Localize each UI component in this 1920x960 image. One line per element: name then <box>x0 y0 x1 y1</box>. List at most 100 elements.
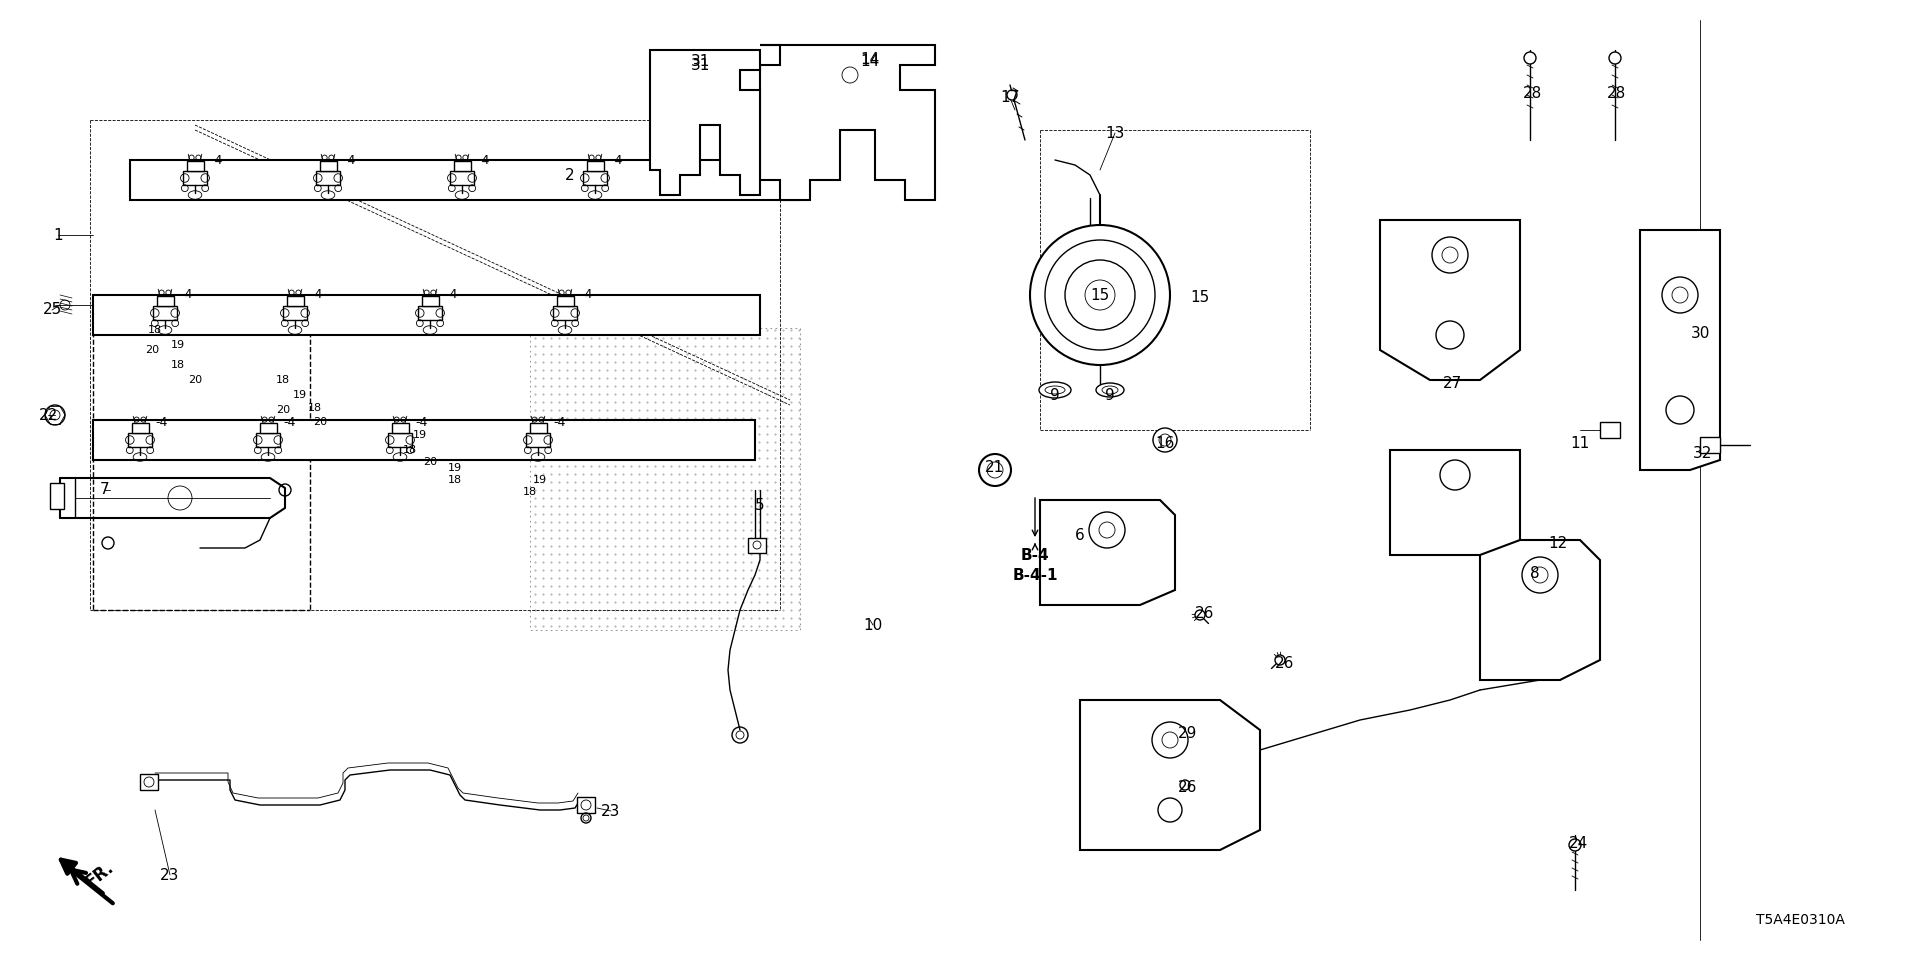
Text: 9: 9 <box>1106 388 1116 402</box>
Text: 14: 14 <box>860 53 879 67</box>
Text: 26: 26 <box>1275 656 1294 670</box>
Text: 5: 5 <box>755 497 764 513</box>
Text: 28: 28 <box>1607 85 1626 101</box>
Ellipse shape <box>1440 460 1471 490</box>
Ellipse shape <box>1432 237 1469 273</box>
Text: 18: 18 <box>403 445 417 455</box>
Text: 19: 19 <box>171 340 184 350</box>
Ellipse shape <box>1152 722 1188 758</box>
Bar <box>1599 422 1620 438</box>
Text: -4: -4 <box>611 154 624 166</box>
Polygon shape <box>1380 220 1521 380</box>
Text: 30: 30 <box>1690 325 1709 341</box>
Ellipse shape <box>1181 780 1190 790</box>
Ellipse shape <box>1029 225 1169 365</box>
Polygon shape <box>760 45 935 200</box>
Text: 15: 15 <box>1091 287 1110 302</box>
Text: -4: -4 <box>582 289 593 301</box>
Ellipse shape <box>1006 90 1018 100</box>
Text: 6: 6 <box>1075 527 1085 542</box>
Text: 31: 31 <box>691 55 710 69</box>
Ellipse shape <box>1569 839 1580 851</box>
Text: -4: -4 <box>311 289 323 301</box>
Text: 22: 22 <box>38 407 58 422</box>
Polygon shape <box>1480 540 1599 680</box>
Bar <box>157 296 173 306</box>
Text: 20: 20 <box>144 345 159 355</box>
Bar <box>319 161 336 171</box>
Bar <box>131 423 148 433</box>
Text: 8: 8 <box>1530 565 1540 581</box>
Text: 18: 18 <box>148 325 161 335</box>
Bar <box>50 483 63 509</box>
Polygon shape <box>1041 500 1175 605</box>
Polygon shape <box>651 50 760 195</box>
Bar <box>317 171 340 185</box>
Text: 32: 32 <box>1693 445 1713 461</box>
Text: -4: -4 <box>344 154 357 166</box>
Ellipse shape <box>843 67 858 83</box>
Ellipse shape <box>1039 382 1071 398</box>
Bar <box>186 161 204 171</box>
Polygon shape <box>1640 230 1720 470</box>
Text: 7: 7 <box>100 483 109 497</box>
Ellipse shape <box>1609 52 1620 64</box>
Bar <box>557 296 574 306</box>
Bar <box>129 433 152 446</box>
Text: 2: 2 <box>564 167 574 182</box>
Text: -4: -4 <box>478 154 490 166</box>
Bar <box>282 306 307 320</box>
Bar <box>453 161 470 171</box>
Polygon shape <box>1390 450 1521 555</box>
Ellipse shape <box>1089 512 1125 548</box>
Text: -4: -4 <box>284 416 296 428</box>
Bar <box>586 161 603 171</box>
Ellipse shape <box>1158 798 1183 822</box>
Text: 23: 23 <box>601 804 620 819</box>
Ellipse shape <box>1154 428 1177 452</box>
Text: 27: 27 <box>1444 375 1463 391</box>
Text: 18: 18 <box>447 475 463 485</box>
Ellipse shape <box>1096 383 1123 397</box>
Text: 18: 18 <box>522 487 538 497</box>
Ellipse shape <box>1667 396 1693 424</box>
Ellipse shape <box>1066 260 1135 330</box>
Text: 9: 9 <box>1050 388 1060 402</box>
Text: 28: 28 <box>1523 85 1542 101</box>
Text: 19: 19 <box>413 430 426 440</box>
Bar <box>526 433 549 446</box>
Bar <box>584 171 607 185</box>
Text: 18: 18 <box>171 360 184 370</box>
Text: 19: 19 <box>534 475 547 485</box>
Text: 20: 20 <box>422 457 438 467</box>
Text: 20: 20 <box>313 417 326 427</box>
Bar <box>388 433 413 446</box>
Text: 21: 21 <box>985 461 1004 475</box>
Text: -4: -4 <box>156 416 169 428</box>
Text: -4: -4 <box>417 416 428 428</box>
Text: 24: 24 <box>1569 835 1588 851</box>
Bar <box>419 306 442 320</box>
Text: 29: 29 <box>1179 726 1198 740</box>
Text: 11: 11 <box>1571 436 1590 450</box>
Bar <box>392 423 409 433</box>
Ellipse shape <box>1085 280 1116 310</box>
Ellipse shape <box>1194 610 1206 620</box>
Text: 25: 25 <box>42 302 61 318</box>
Text: FR.: FR. <box>83 858 117 892</box>
Text: 18: 18 <box>276 375 290 385</box>
Text: 23: 23 <box>159 868 180 882</box>
Text: 26: 26 <box>1196 606 1215 620</box>
Bar <box>154 306 177 320</box>
Polygon shape <box>1079 700 1260 850</box>
Text: -4: -4 <box>553 416 566 428</box>
Bar <box>286 296 303 306</box>
Text: 1: 1 <box>54 228 63 243</box>
Text: 13: 13 <box>1106 126 1125 140</box>
Polygon shape <box>92 420 755 460</box>
Text: 20: 20 <box>188 375 202 385</box>
Bar <box>422 296 438 306</box>
Text: 20: 20 <box>276 405 290 415</box>
Text: T5A4E0310A: T5A4E0310A <box>1755 913 1845 927</box>
Polygon shape <box>131 160 801 200</box>
